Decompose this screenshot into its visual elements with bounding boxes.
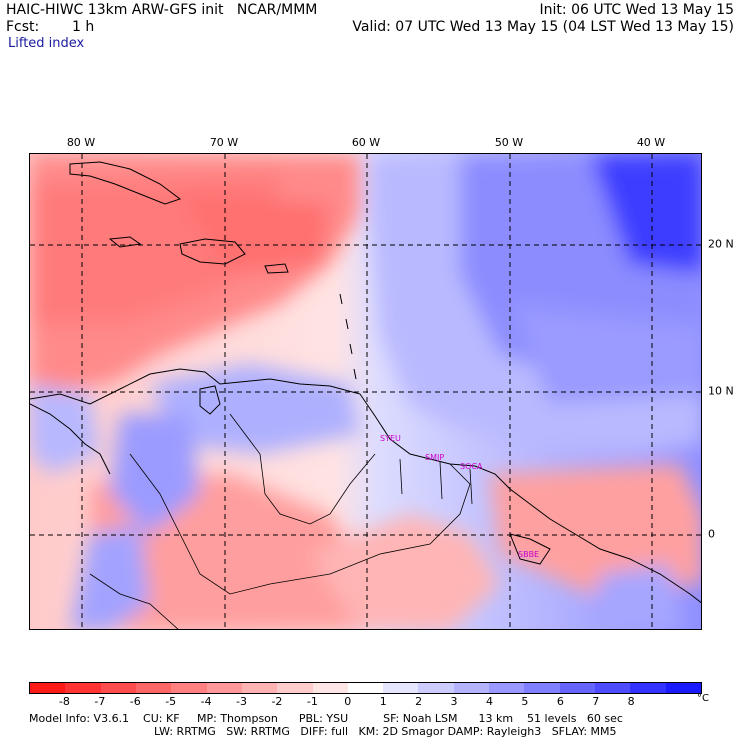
colorbar-segment [135,683,172,693]
colorbar-segment [489,683,525,693]
border-brazil-north [269,463,471,585]
lat-label-10n: 10 N [708,384,734,398]
lon-label-40w: 40 W [636,136,666,149]
lon-label-50w: 50 W [494,136,524,149]
colorbar-segment [171,683,207,693]
colorbar-segment [65,683,101,693]
lon-label-70w: 70 W [209,136,239,149]
station-label: SBBE [518,550,539,559]
colorbar-tick-label: 1 [379,695,387,708]
colorbar-segment [206,683,242,693]
lon-label-60w: 60 W [351,136,381,149]
forecast-hour: 1 h [72,19,95,35]
lifted-index-map: SYEU SMJP SOCA SBBE [30,154,701,629]
colorbar-unit: °C [697,693,709,704]
lon-label-80w: 80 W [66,136,96,149]
colorbar-tick-label: -4 [200,695,212,708]
station-label: SYEU [380,434,401,443]
colorbar-tick-label: -1 [306,695,318,708]
coastlines [30,161,701,629]
colorbar-tick-label: 7 [592,695,600,708]
colorbar-tick-label: 6 [556,695,564,708]
colorbar-segment [418,683,454,693]
border-venezuela [229,413,376,525]
colorbar-segment [347,683,384,693]
border-peru-ecuador [89,573,179,629]
colorbar-tick-label: 3 [450,695,458,708]
model-info-line-2: LW: RRTMG SW: RRTMG DIFF: full KM: 2D Sm… [154,725,617,738]
colorbar-tick-label: 4 [485,695,493,708]
coast-amazon-mouth [509,533,551,565]
colorbar-segment [383,683,419,693]
model-info-line-1: Model Info: V3.6.1 CU: KF MP: Thompson P… [29,712,623,725]
colorbar-segment [100,683,136,693]
graticule [30,154,701,629]
colorbar-segment [453,683,490,693]
border-guianas [399,458,473,505]
border-colombia [129,453,271,595]
coast-puerto-rico [264,263,289,274]
colorbar-tick-label: 0 [344,695,352,708]
coast-cuba [69,161,182,205]
field-shading [30,154,701,629]
colorbar-segment [277,683,313,693]
colorbar-segment [312,683,348,693]
colorbar-tick-label: 8 [627,695,635,708]
colorbar-tick-label: 2 [415,695,423,708]
colorbar-tick-label: -8 [58,695,70,708]
colorbar-segment [30,683,66,693]
lat-label-equator: 0 [708,527,715,541]
coast-south-america [30,368,701,604]
colorbar-segment [665,683,701,693]
model-title: HAIC-HIWC 13km ARW-GFS init NCAR/MMM [6,2,318,18]
colorbar-tick-label: -7 [94,695,106,708]
colorbar-tick-label: -6 [129,695,141,708]
stations: SYEU SMJP SOCA SBBE [380,434,539,559]
station-label: SOCA [460,462,483,471]
colorbar-segment [241,683,278,693]
coast-hispaniola [179,238,246,265]
coast-lesser-antilles [339,293,357,380]
colorbar-segment [524,683,560,693]
coast-jamaica [108,236,142,248]
valid-time: Valid: 07 UTC Wed 13 May 15 (04 LST Wed … [352,19,734,35]
init-time: Init: 06 UTC Wed 13 May 15 [539,2,734,18]
field-name: Lifted index [8,36,85,51]
colorbar-segment [559,683,595,693]
colorbar-segment [595,683,631,693]
colorbar [29,682,702,694]
colorbar-tick-label: -5 [165,695,177,708]
colorbar-tick-label: -2 [271,695,283,708]
colorbar-segment [630,683,666,693]
colorbar-tick-label: 5 [521,695,529,708]
colorbar-tick-label: -3 [236,695,247,708]
map-panel: SYEU SMJP SOCA SBBE [29,153,702,630]
station-label: SMJP [425,453,444,462]
lat-label-20n: 20 N [708,237,734,251]
coast-central-america [30,403,111,475]
coast-lake-maracaibo [199,385,221,415]
forecast-label: Fcst: [6,19,40,35]
